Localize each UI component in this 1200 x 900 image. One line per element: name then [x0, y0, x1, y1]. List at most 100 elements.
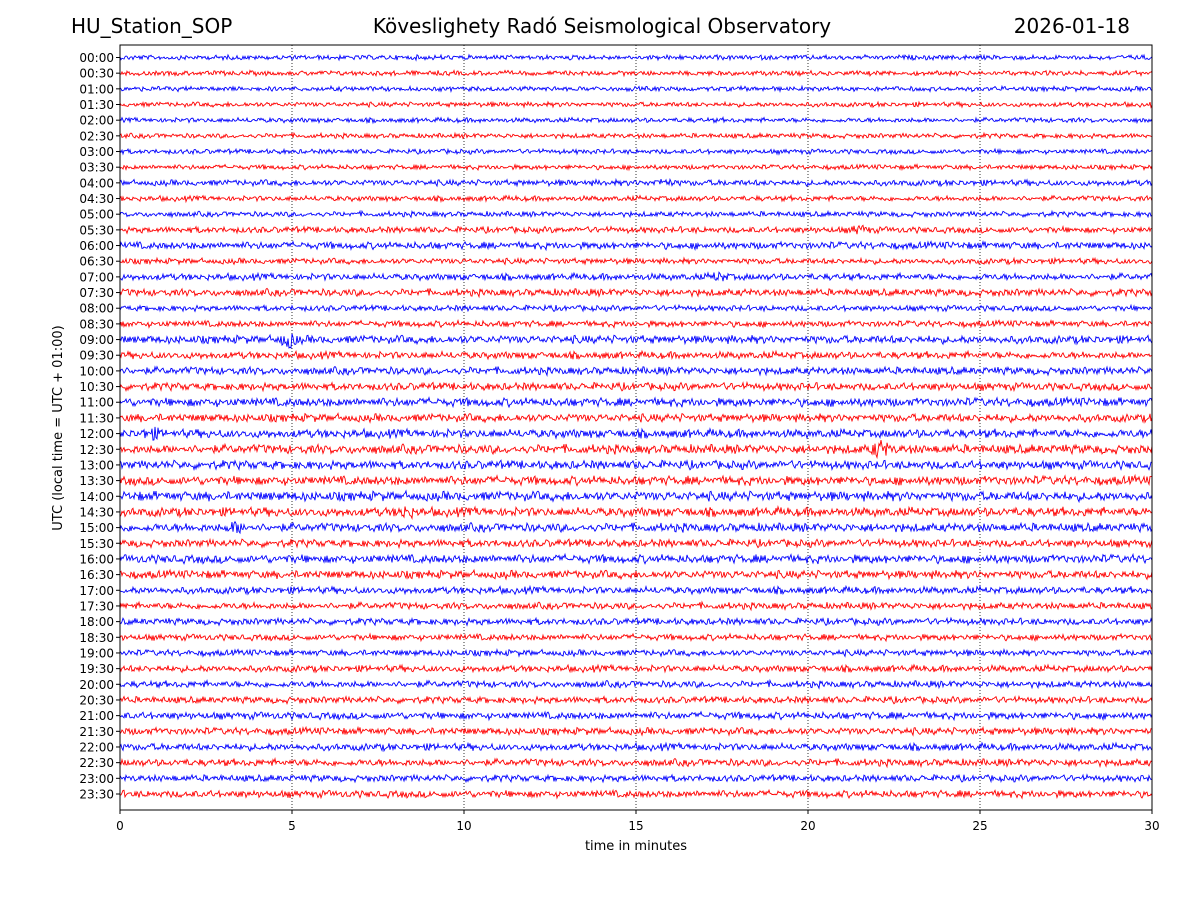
trace-0800 [119, 303, 1153, 313]
y-tick-label: 03:30 [79, 161, 114, 175]
y-tick-label: 14:00 [79, 490, 114, 504]
trace-2100 [119, 710, 1153, 722]
y-tick-label: 16:30 [79, 568, 114, 582]
trace-0730 [119, 287, 1153, 299]
trace-1500 [119, 520, 1153, 535]
trace-1330 [119, 473, 1153, 487]
y-tick-label: 07:30 [79, 286, 114, 300]
y-tick-label: 11:00 [79, 396, 114, 410]
trace-1800 [119, 616, 1153, 627]
trace-1630 [119, 568, 1153, 581]
y-tick-label: 18:00 [79, 615, 114, 629]
y-tick-label: 22:30 [79, 756, 114, 770]
y-tick-label: 19:00 [79, 646, 114, 660]
y-tick-label: 16:00 [79, 552, 114, 566]
trace-0330 [119, 163, 1153, 172]
y-tick-label: 06:30 [79, 255, 114, 269]
trace-0400 [119, 177, 1153, 188]
trace-2230 [119, 756, 1153, 769]
trace-1000 [119, 365, 1153, 378]
y-tick-label: 13:30 [79, 474, 114, 488]
y-tick-label: 21:30 [79, 725, 114, 739]
trace-2000 [119, 678, 1153, 690]
y-tick-label: 08:00 [79, 302, 114, 316]
x-tick-label: 0 [116, 819, 124, 833]
trace-0300 [119, 147, 1153, 156]
trace-2200 [119, 741, 1153, 753]
y-tick-label: 19:30 [79, 662, 114, 676]
y-tick-label: 09:30 [79, 349, 114, 363]
y-tick-label: 04:30 [79, 192, 114, 206]
trace-0930 [119, 349, 1153, 361]
y-tick-label: 12:00 [79, 427, 114, 441]
x-tick-label: 20 [800, 819, 815, 833]
trace-0600 [119, 240, 1153, 252]
trace-0200 [119, 116, 1153, 125]
y-tick-label: 20:00 [79, 678, 114, 692]
trace-1030 [119, 380, 1153, 393]
trace-0630 [119, 256, 1153, 266]
trace-0230 [119, 131, 1153, 140]
trace-2330 [119, 788, 1153, 800]
y-tick-label: 15:30 [79, 537, 114, 551]
y-tick-label: 11:30 [79, 411, 114, 425]
trace-0000 [119, 53, 1153, 62]
y-tick-label: 00:00 [79, 51, 114, 65]
trace-1300 [119, 459, 1153, 472]
trace-0830 [119, 318, 1153, 329]
trace-1700 [119, 584, 1153, 596]
trace-0530 [119, 224, 1153, 235]
trace-0100 [119, 84, 1153, 94]
y-tick-label: 02:00 [79, 114, 114, 128]
y-tick-label: 14:30 [79, 505, 114, 519]
y-tick-label: 22:00 [79, 740, 114, 754]
y-tick-label: 02:30 [79, 129, 114, 143]
y-tick-label: 18:30 [79, 631, 114, 645]
chart-date: 2026-01-18 [1013, 14, 1130, 38]
y-tick-label: 01:30 [79, 98, 114, 112]
observatory-title: Köveslighety Radó Seismological Observat… [372, 14, 832, 38]
trace-0130 [119, 100, 1153, 109]
y-tick-label: 13:00 [79, 458, 114, 472]
trace-0030 [119, 69, 1153, 78]
trace-1430 [119, 505, 1153, 521]
y-tick-label: 21:00 [79, 709, 114, 723]
y-axis-label: UTC (local time = UTC + 01:00) [51, 325, 66, 530]
trace-0430 [119, 193, 1153, 204]
station-name: HU_Station_SOP [71, 14, 233, 38]
y-tick-label: 07:00 [79, 270, 114, 284]
y-tick-label: 10:00 [79, 364, 114, 378]
trace-2030 [119, 694, 1153, 706]
x-tick-label: 25 [972, 819, 987, 833]
trace-1100 [119, 395, 1153, 409]
y-tick-label: 17:30 [79, 599, 114, 613]
trace-0500 [119, 209, 1153, 219]
trace-0700 [119, 271, 1153, 282]
trace-1530 [119, 537, 1153, 550]
y-tick-label: 10:30 [79, 380, 114, 394]
y-tick-label: 20:30 [79, 693, 114, 707]
trace-1230 [119, 440, 1153, 460]
y-tick-label: 03:00 [79, 145, 114, 159]
grid-lines [291, 45, 981, 810]
y-tick-label: 06:00 [79, 239, 114, 253]
y-tick-label: 04:00 [79, 176, 114, 190]
x-tick-label: 5 [288, 819, 296, 833]
y-tick-label: 05:00 [79, 208, 114, 222]
trace-1600 [119, 552, 1153, 565]
trace-1900 [119, 647, 1153, 658]
y-tick-label: 12:30 [79, 443, 114, 457]
x-axis: 0 5 10 15 20 25 30 [116, 810, 1160, 833]
y-tick-label: 00:30 [79, 67, 114, 81]
trace-1930 [119, 663, 1153, 674]
y-tick-label: 23:30 [79, 787, 114, 801]
x-tick-label: 30 [1144, 819, 1159, 833]
y-tick-label: 09:00 [79, 333, 114, 347]
trace-2300 [119, 773, 1153, 784]
y-tick-label: 05:30 [79, 223, 114, 237]
trace-1200 [119, 426, 1153, 441]
seismic-traces [119, 53, 1153, 800]
y-tick-label: 23:00 [79, 772, 114, 786]
